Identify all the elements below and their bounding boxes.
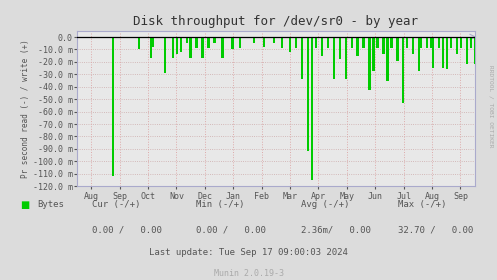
Bar [386, 37, 389, 81]
Text: 0.00 /   0.00: 0.00 / 0.00 [196, 225, 266, 234]
Bar [171, 37, 174, 58]
Bar [332, 37, 335, 79]
Bar [195, 37, 198, 48]
Bar [396, 37, 399, 61]
Bar [412, 37, 414, 54]
Bar [138, 37, 140, 43]
Bar [321, 37, 323, 56]
Text: Min (-/+): Min (-/+) [196, 200, 245, 209]
Bar [138, 37, 140, 50]
Bar [446, 37, 448, 69]
Text: 2.36m/   0.00: 2.36m/ 0.00 [301, 225, 371, 234]
Bar [432, 37, 434, 68]
Bar [460, 37, 462, 48]
Text: Cur (-/+): Cur (-/+) [92, 200, 140, 209]
Bar [207, 37, 210, 48]
Bar [402, 37, 405, 103]
Bar [338, 37, 341, 59]
Bar [152, 37, 154, 47]
Text: Max (-/+): Max (-/+) [398, 200, 446, 209]
Bar [189, 37, 192, 58]
Bar [350, 37, 353, 48]
Bar [307, 37, 309, 151]
Bar [390, 37, 393, 48]
Bar [273, 37, 275, 43]
Bar [221, 37, 224, 58]
Bar [376, 37, 379, 48]
Bar [164, 37, 166, 73]
Bar [362, 37, 365, 48]
Bar [456, 37, 458, 54]
Bar [478, 37, 480, 48]
Bar [201, 37, 204, 58]
Text: Last update: Tue Sep 17 09:00:03 2024: Last update: Tue Sep 17 09:00:03 2024 [149, 248, 348, 257]
Bar [311, 37, 313, 180]
Bar [301, 37, 303, 79]
Bar [442, 37, 444, 68]
Bar [231, 37, 234, 50]
Bar [438, 37, 440, 48]
Bar [344, 37, 347, 79]
Bar [112, 37, 114, 176]
Bar [253, 37, 255, 43]
Bar [466, 37, 468, 64]
Bar [175, 37, 178, 54]
Text: Munin 2.0.19-3: Munin 2.0.19-3 [214, 269, 283, 278]
Text: ■: ■ [20, 200, 29, 210]
Bar [179, 37, 182, 52]
Bar [112, 37, 114, 74]
Bar [356, 37, 359, 56]
Bar [150, 37, 152, 58]
Bar [263, 37, 265, 47]
Bar [315, 37, 317, 48]
Bar [474, 37, 476, 64]
Text: Avg (-/+): Avg (-/+) [301, 200, 349, 209]
Bar [430, 37, 432, 48]
Text: 32.70 /   0.00: 32.70 / 0.00 [398, 225, 473, 234]
Bar [484, 37, 486, 64]
Bar [470, 37, 472, 48]
Bar [327, 37, 329, 48]
Title: Disk throughput for /dev/sr0 - by year: Disk throughput for /dev/sr0 - by year [133, 15, 418, 28]
Bar [281, 37, 283, 48]
Bar [372, 37, 375, 71]
Y-axis label: Pr second read (-) / write (+): Pr second read (-) / write (+) [21, 39, 30, 178]
Bar [289, 37, 291, 52]
Bar [185, 37, 188, 43]
Text: Bytes: Bytes [37, 200, 64, 209]
Bar [213, 37, 216, 43]
Text: 0.00 /   0.00: 0.00 / 0.00 [92, 225, 162, 234]
Bar [239, 37, 242, 48]
Bar [426, 37, 428, 48]
Bar [382, 37, 385, 54]
Bar [418, 37, 420, 71]
Bar [420, 37, 422, 48]
Bar [295, 37, 297, 48]
Bar [406, 37, 409, 48]
Text: RRDTOOL / TOBI OETIKER: RRDTOOL / TOBI OETIKER [489, 65, 494, 148]
Bar [368, 37, 371, 90]
Bar [450, 37, 452, 48]
